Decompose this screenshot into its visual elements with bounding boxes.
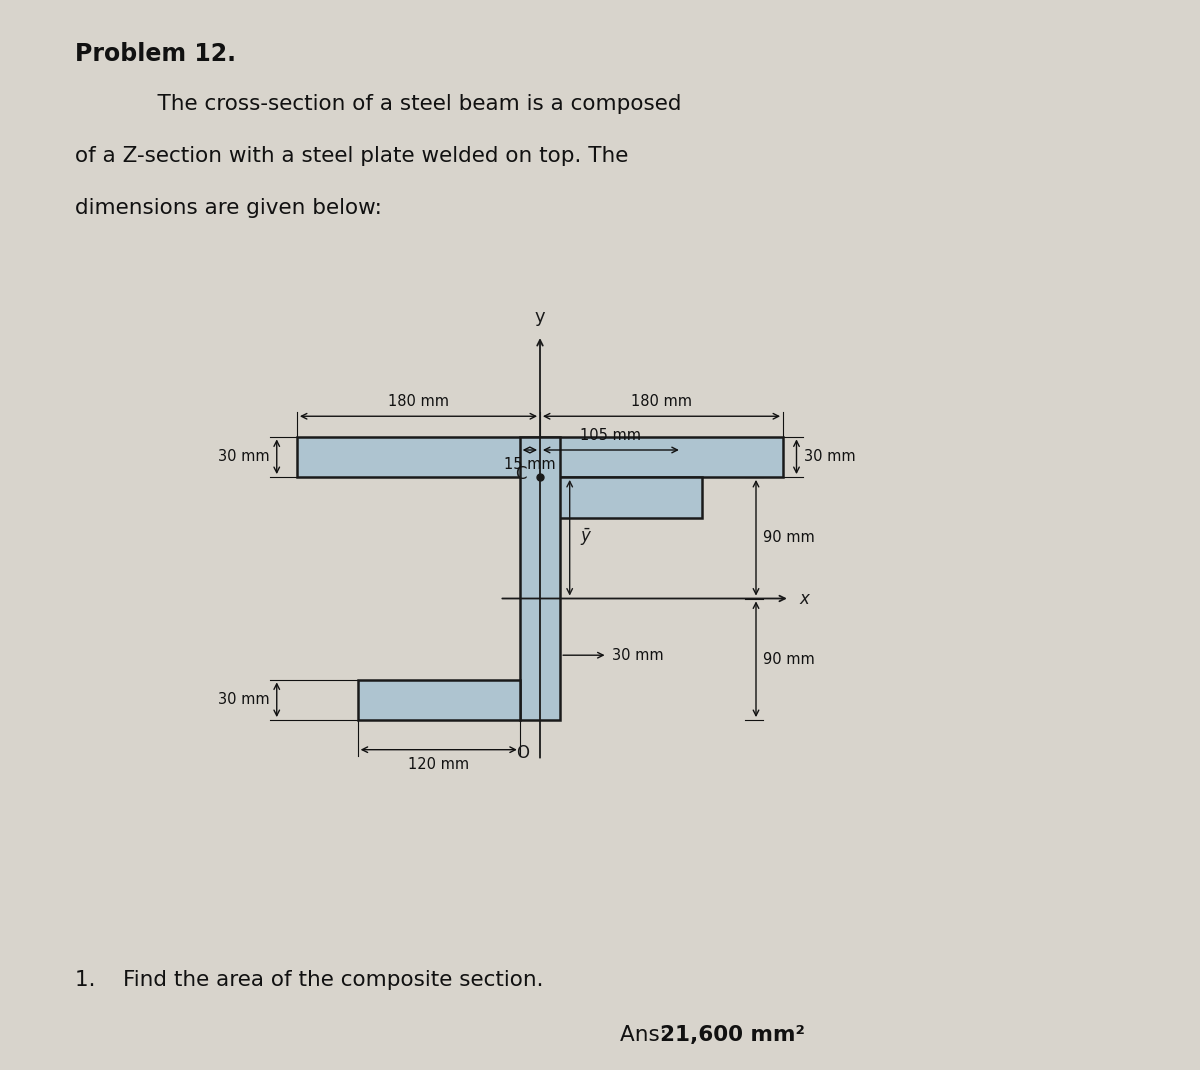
Text: of a Z-section with a steel plate welded on top. The: of a Z-section with a steel plate welded… [74,146,629,166]
Bar [358,679,520,720]
Text: 180 mm: 180 mm [388,394,449,409]
Text: $\bar{y}$: $\bar{y}$ [581,528,593,549]
Text: 90 mm: 90 mm [763,531,815,546]
Text: Ans:: Ans: [620,1025,674,1045]
Text: C: C [515,465,527,484]
Text: The cross-section of a steel beam is a composed: The cross-section of a steel beam is a c… [130,94,682,114]
Text: 30 mm: 30 mm [804,449,856,464]
Text: x: x [799,590,809,608]
Text: 90 mm: 90 mm [763,652,815,667]
Text: dimensions are given below:: dimensions are given below: [74,198,382,218]
Text: 30 mm: 30 mm [218,692,270,707]
Text: 120 mm: 120 mm [408,756,469,771]
Text: 30 mm: 30 mm [612,647,664,662]
Bar [298,437,784,477]
Bar [520,437,560,720]
Text: 21,600 mm²: 21,600 mm² [660,1025,805,1045]
Text: 30 mm: 30 mm [218,449,270,464]
Text: y: y [535,308,545,325]
Text: 1.    Find the area of the composite section.: 1. Find the area of the composite sectio… [74,970,544,990]
Text: 180 mm: 180 mm [631,394,692,409]
Text: 105 mm: 105 mm [581,428,641,443]
Text: Problem 12.: Problem 12. [74,42,236,66]
Text: 15 mm: 15 mm [504,457,556,472]
Bar [540,477,702,518]
Text: O: O [516,745,529,762]
